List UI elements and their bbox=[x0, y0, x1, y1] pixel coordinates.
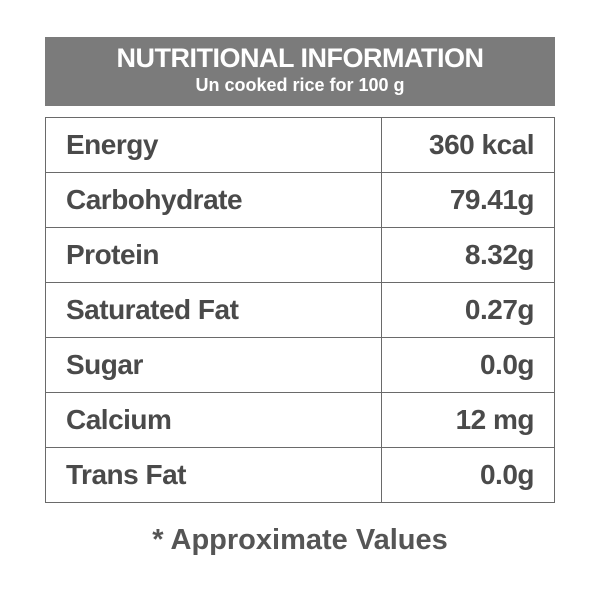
nutrient-value: 79.41g bbox=[381, 172, 555, 228]
nutrient-name: Protein bbox=[45, 227, 382, 283]
nutrient-value: 0.27g bbox=[381, 282, 555, 338]
nutrient-name: Saturated Fat bbox=[45, 282, 382, 338]
nutrient-name: Sugar bbox=[45, 337, 382, 393]
table-row: Protein 8.32g bbox=[45, 227, 555, 283]
table-row: Saturated Fat 0.27g bbox=[45, 282, 555, 338]
table-row: Calcium 12 mg bbox=[45, 392, 555, 448]
nutrient-name: Trans Fat bbox=[45, 447, 382, 503]
nutrient-name: Energy bbox=[45, 117, 382, 173]
header: NUTRITIONAL INFORMATION Un cooked rice f… bbox=[45, 37, 555, 106]
table-row: Sugar 0.0g bbox=[45, 337, 555, 393]
table-row: Energy 360 kcal bbox=[45, 117, 555, 173]
table-row: Trans Fat 0.0g bbox=[45, 447, 555, 503]
nutrient-value: 0.0g bbox=[381, 447, 555, 503]
nutrient-value: 0.0g bbox=[381, 337, 555, 393]
nutrient-value: 8.32g bbox=[381, 227, 555, 283]
nutrient-value: 12 mg bbox=[381, 392, 555, 448]
nutrient-value: 360 kcal bbox=[381, 117, 555, 173]
nutrient-name: Carbohydrate bbox=[45, 172, 382, 228]
nutrition-table: Energy 360 kcal Carbohydrate 79.41g Protein 8… bbox=[45, 117, 555, 503]
subtitle: Un cooked rice for 100 g bbox=[195, 75, 405, 95]
table-row: Carbohydrate 79.41g bbox=[45, 172, 555, 228]
footnote: * Approximate Values bbox=[152, 524, 448, 556]
title: NUTRITIONAL INFORMATION bbox=[116, 43, 484, 73]
nutrient-name: Calcium bbox=[45, 392, 382, 448]
